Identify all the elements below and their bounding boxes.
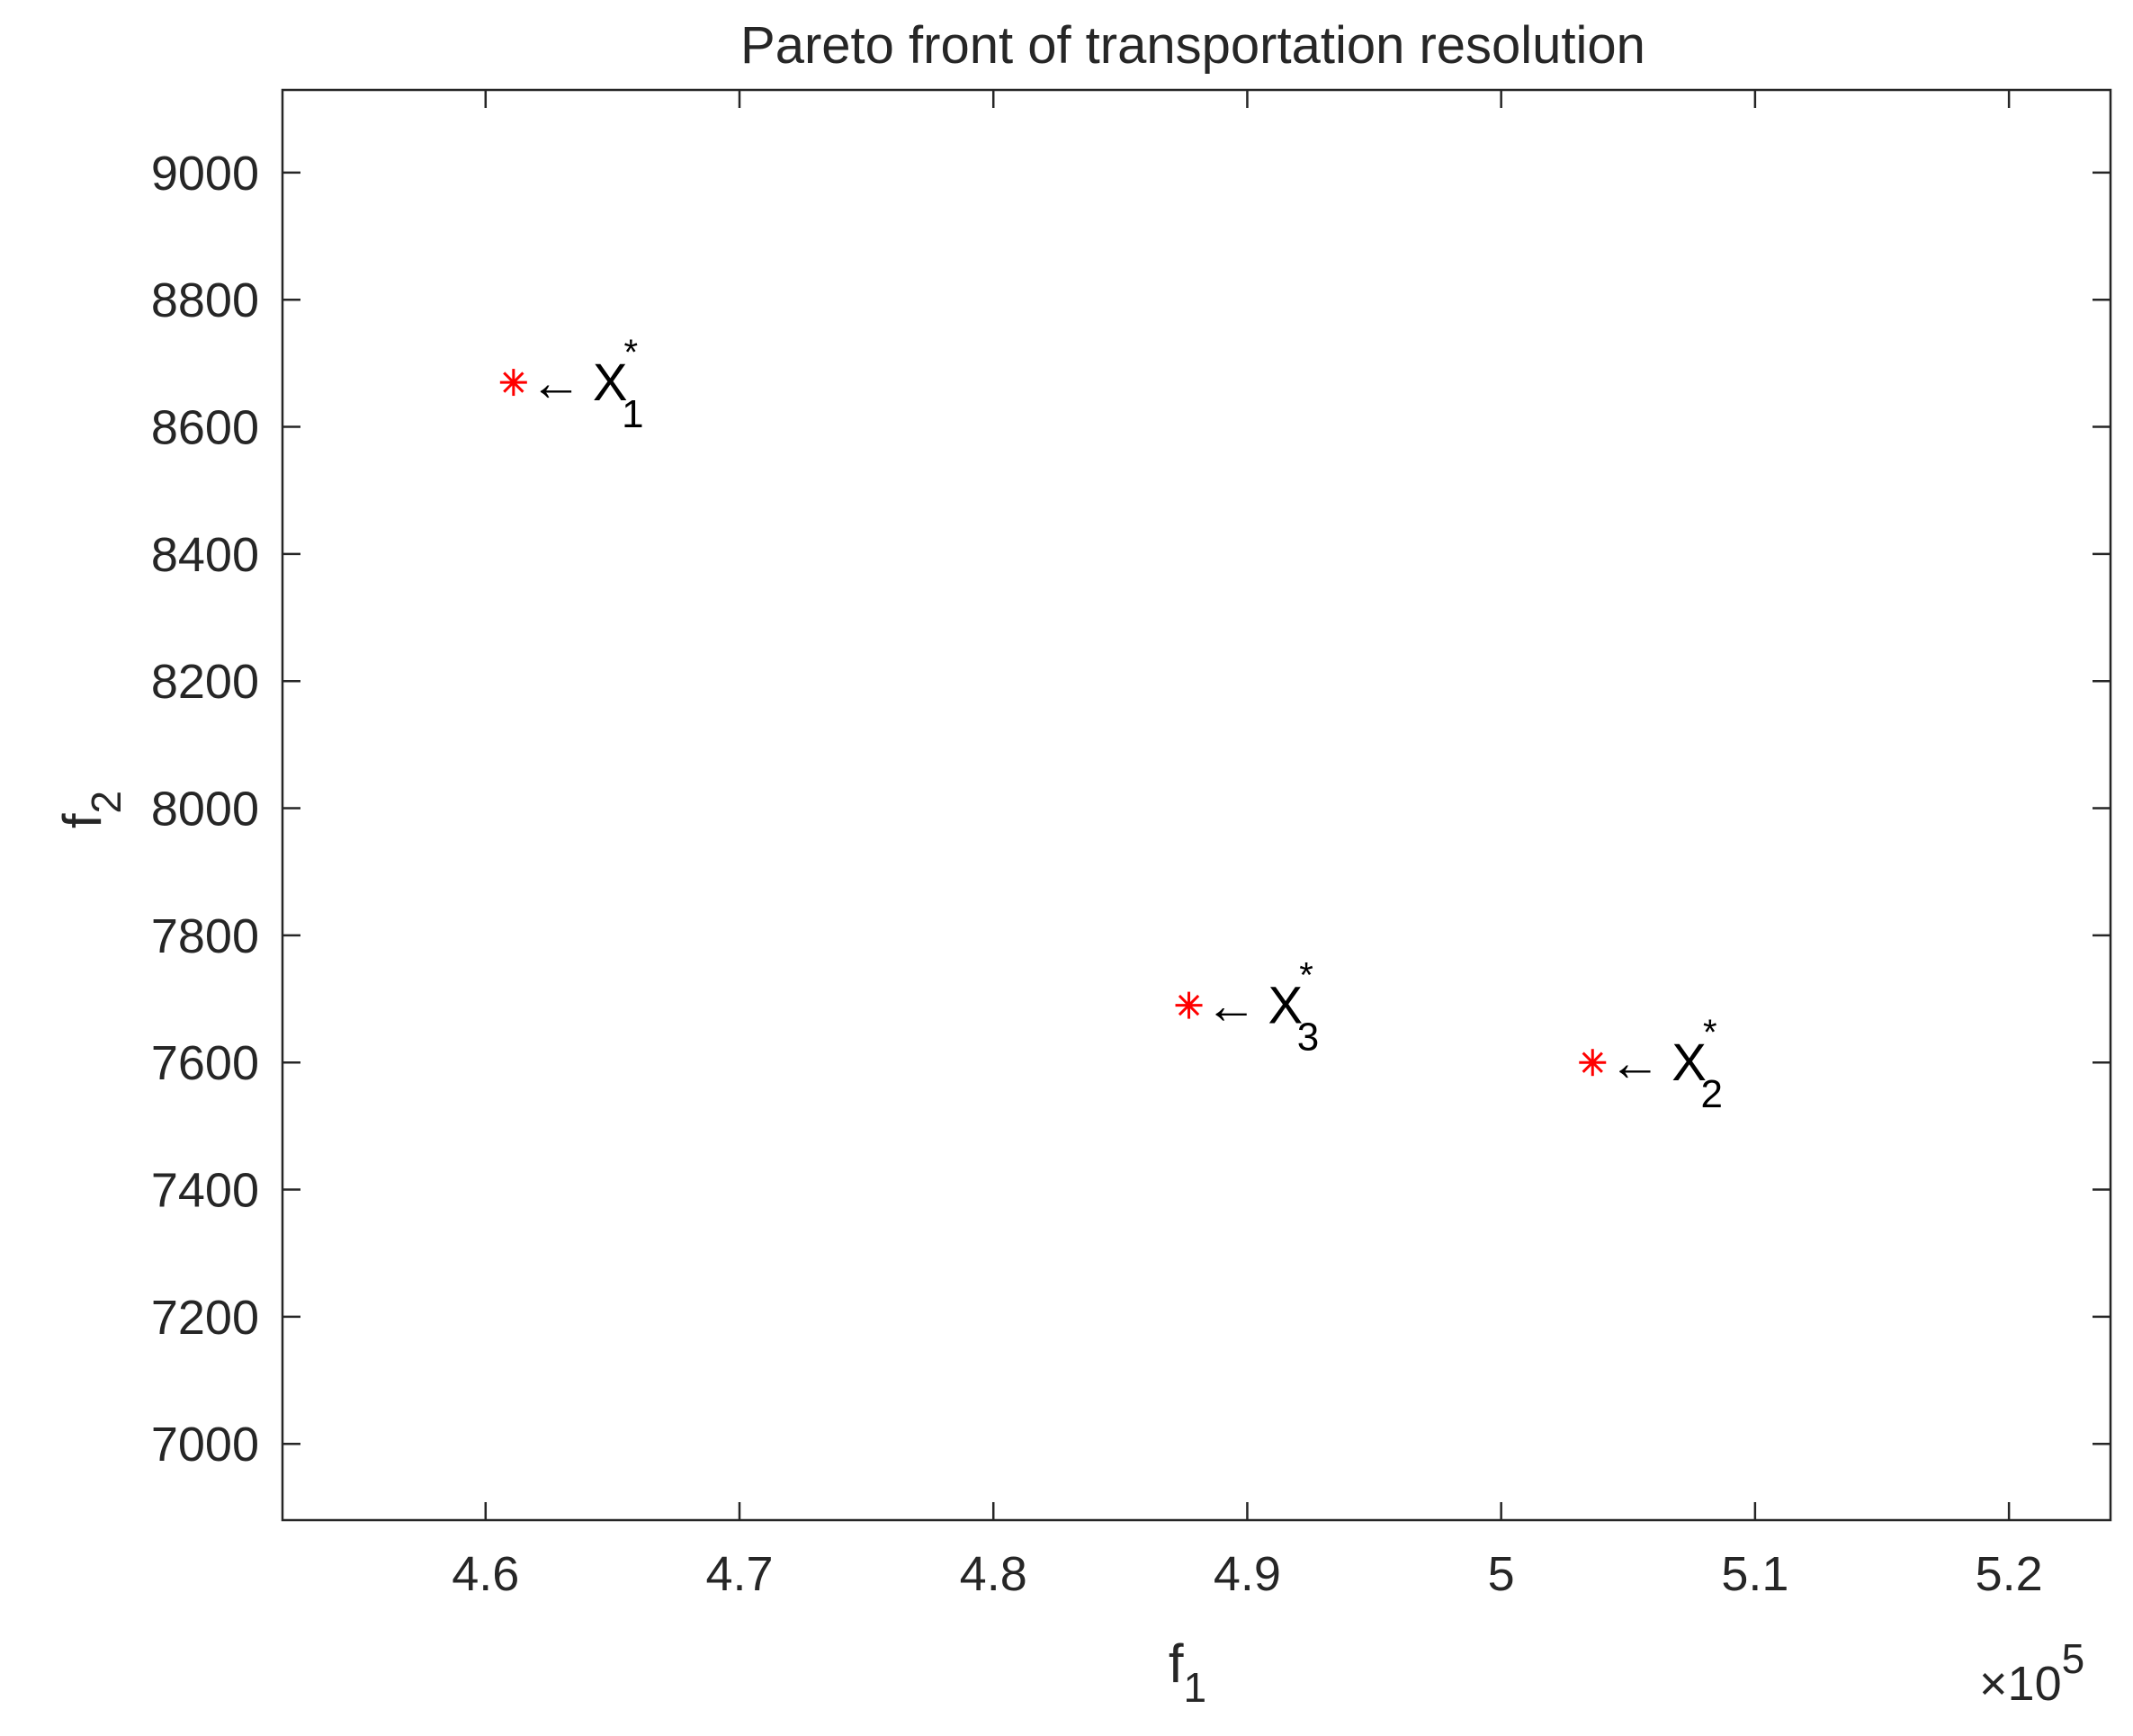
chart-title: Pareto front of transportation resolutio… xyxy=(740,16,1645,75)
annotation-arrow: ← xyxy=(1205,977,1258,1035)
asterisk-marker xyxy=(1175,991,1203,1019)
y-axis-label-base: f xyxy=(52,813,112,828)
annotation-arrow: ← xyxy=(530,353,582,412)
y-tick-label: 8200 xyxy=(151,655,259,709)
y-tick-label: 8800 xyxy=(151,273,259,327)
plot-box xyxy=(281,88,2112,1522)
y-tick-label: 7600 xyxy=(151,1036,259,1090)
annotation-arrow: ← xyxy=(1609,1034,1661,1092)
data-point: ← X* 1 xyxy=(499,333,644,436)
x-tick-label: 4.9 xyxy=(1214,1547,1281,1601)
y-tick-label: 7800 xyxy=(151,909,259,963)
annotation-superscript: * xyxy=(624,333,639,372)
annotation-superscript: * xyxy=(1299,956,1313,996)
x-tick-label: 5 xyxy=(1488,1547,1515,1601)
y-tick-label: 7400 xyxy=(151,1164,259,1218)
point-annotation: ← X* 2 xyxy=(1609,1013,1723,1116)
x-axis-label-subscript: 1 xyxy=(1184,1664,1207,1711)
annotation-label: X xyxy=(593,353,628,412)
x-tick-label: 4.8 xyxy=(960,1547,1027,1601)
point-annotation: ← X* 3 xyxy=(1205,956,1320,1060)
x-tick-label: 4.7 xyxy=(705,1547,773,1601)
x-axis-exponent-base: ×10 xyxy=(1979,1657,2062,1711)
asterisk-marker xyxy=(1579,1049,1607,1077)
y-axis-label-subscript: 2 xyxy=(83,791,130,814)
annotation-subscript: 3 xyxy=(1297,1016,1319,1060)
annotation-label: X xyxy=(1671,1034,1707,1092)
x-axis-label-base: f xyxy=(1169,1633,1184,1694)
point-annotation: ← X* 1 xyxy=(530,333,644,436)
annotation-superscript: * xyxy=(1703,1013,1717,1052)
plot-frame xyxy=(281,88,2112,1522)
y-tick-label: 8400 xyxy=(151,528,259,582)
y-tick-label: 8600 xyxy=(151,401,259,455)
annotation-label: X xyxy=(1268,977,1304,1035)
y-tick-label: 7000 xyxy=(151,1418,259,1472)
y-tick-label: 8000 xyxy=(151,783,259,837)
x-axis-ticks: 4.6 4.7 4.8 4.9 5 5.1 5.2 xyxy=(452,90,2043,1601)
x-tick-label: 5.2 xyxy=(1976,1547,2043,1601)
y-tick-label: 7200 xyxy=(151,1291,259,1345)
data-point: ← X* 2 xyxy=(1579,1013,1723,1116)
y-tick-label: 9000 xyxy=(151,147,259,201)
asterisk-marker xyxy=(499,369,527,397)
y-axis-label: f2 xyxy=(52,791,130,828)
data-point: ← X* 3 xyxy=(1175,956,1320,1060)
x-axis-exponent-power: 5 xyxy=(2062,1635,2085,1682)
x-axis-label: f1 xyxy=(1169,1633,1206,1711)
scatter-points: ← X* 1← X* 3 ← X* 2 xyxy=(499,333,1723,1116)
x-axis-exponent: ×105 xyxy=(1979,1635,2084,1711)
x-tick-label: 5.1 xyxy=(1721,1547,1788,1601)
y-axis-ticks: 7000 7200 7400 7600 7800 8000 8200 8400 8600 8800… xyxy=(151,147,2111,1472)
x-tick-label: 4.6 xyxy=(452,1547,519,1601)
annotation-subscript: 1 xyxy=(622,392,643,436)
annotation-subscript: 2 xyxy=(1701,1072,1723,1116)
